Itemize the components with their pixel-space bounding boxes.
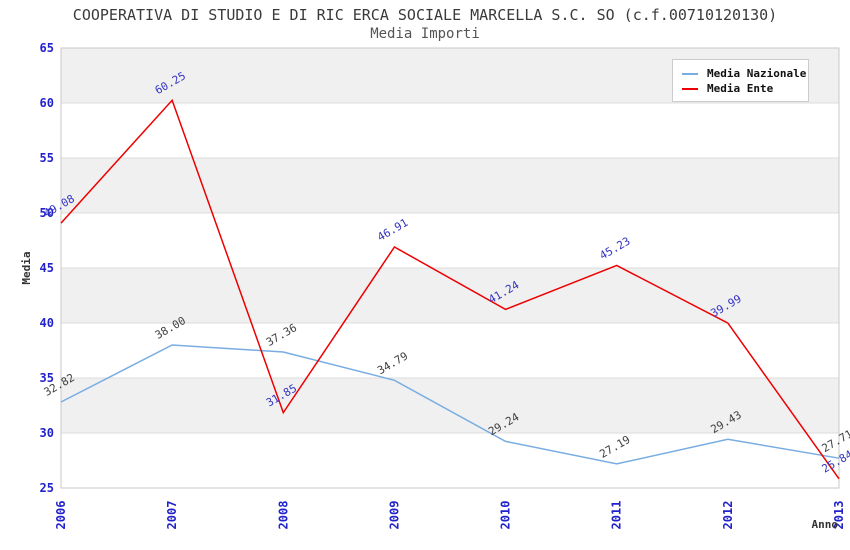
legend-item-media-nazionale: Media Nazionale	[673, 66, 808, 81]
y-tick-label: 55	[40, 151, 54, 165]
y-tick-label: 65	[40, 41, 54, 55]
x-tick-label: 2011	[610, 501, 624, 530]
x-tick-label: 2010	[499, 501, 513, 530]
x-tick-label: 2006	[54, 501, 68, 530]
x-tick-label: 2013	[832, 501, 846, 530]
y-tick-label: 35	[40, 371, 54, 385]
legend-item-media-ente: Media Ente	[673, 81, 808, 96]
legend-label-media-ente: Media Ente	[707, 82, 774, 95]
series-line-media-nazionale	[60, 344, 840, 465]
data-label-media-nazionale: 27.19	[597, 433, 632, 461]
y-tick-label: 40	[40, 316, 54, 330]
legend: Media Nazionale Media Ente	[672, 59, 809, 102]
y-tick-label: 45	[40, 261, 54, 275]
plot-band	[61, 378, 839, 433]
series-line-media-ente	[60, 98, 840, 480]
plot-border	[60, 47, 840, 489]
legend-line-swatch-media-nazionale	[682, 72, 698, 75]
data-label-media-ente: 45.23	[597, 235, 632, 263]
x-tick-label: 2007	[165, 501, 179, 530]
chart-title: COOPERATIVA DI STUDIO E DI RIC ERCA SOCI…	[72, 6, 778, 24]
data-label-media-nazionale: 37.36	[264, 321, 299, 349]
x-axis-title: Anno	[812, 518, 839, 531]
data-label-media-ente: 46.91	[375, 216, 410, 244]
data-label-media-ente: 49.08	[42, 192, 77, 220]
y-tick-label: 25	[40, 481, 54, 495]
x-tick-label: 2008	[276, 501, 290, 530]
legend-line-swatch-media-ente	[682, 87, 698, 90]
y-tick-label: 30	[40, 426, 54, 440]
chart-subtitle: Media Importi	[370, 26, 480, 42]
y-tick-label: 60	[40, 96, 54, 110]
data-label-media-nazionale: 34.79	[375, 349, 410, 377]
y-axis-title: Media	[20, 251, 33, 284]
legend-label-media-nazionale: Media Nazionale	[707, 67, 807, 80]
x-tick-label: 2012	[721, 501, 735, 530]
plot-band	[61, 158, 839, 213]
y-tick-label: 50	[40, 206, 54, 220]
x-tick-label: 2009	[387, 501, 401, 530]
